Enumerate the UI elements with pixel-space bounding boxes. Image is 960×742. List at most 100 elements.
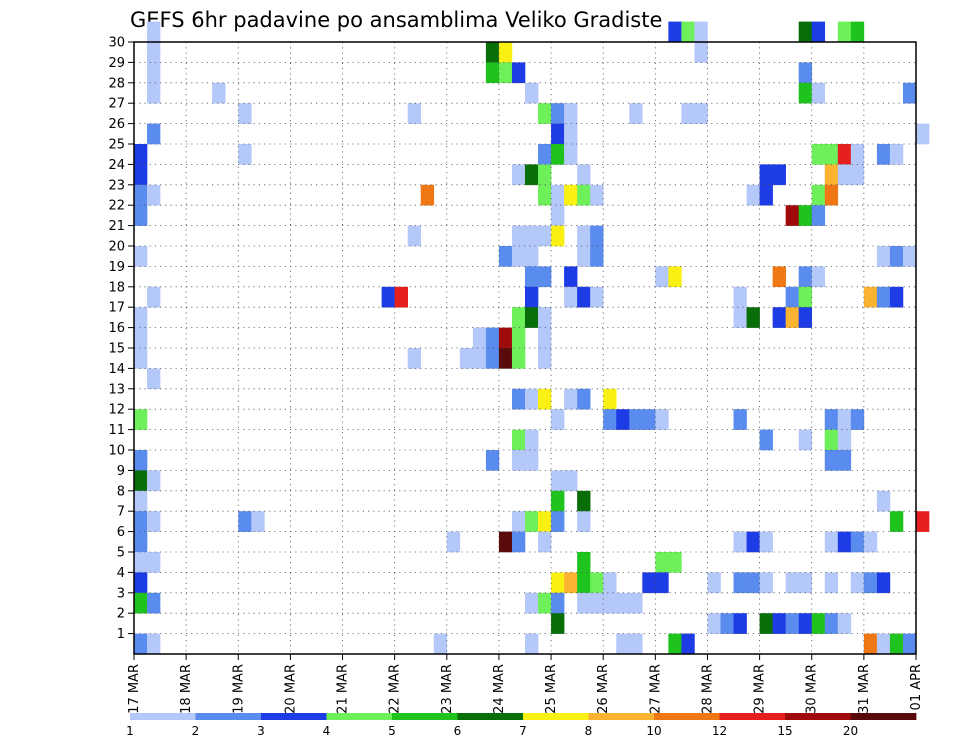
heatmap-cell	[538, 307, 552, 328]
heatmap-cell	[525, 82, 539, 104]
heatmap-cell	[824, 184, 839, 206]
heatmap-cell	[681, 103, 695, 124]
heatmap-cell	[889, 286, 904, 308]
heatmap-cell	[511, 511, 526, 532]
heatmap-cell	[681, 21, 695, 43]
heatmap-cell	[538, 388, 552, 410]
heatmap-cell	[538, 348, 552, 369]
heatmap-cell	[511, 531, 526, 553]
y-tick-label: 26	[108, 117, 125, 132]
heatmap-cell	[577, 511, 591, 532]
heatmap-cell	[551, 144, 565, 165]
heatmap-cell	[863, 572, 878, 594]
heatmap-cell	[472, 327, 487, 349]
heatmap-cell	[394, 286, 408, 308]
y-tick-label: 19	[108, 260, 125, 275]
heatmap-cell	[472, 348, 487, 369]
heatmap-cell	[538, 225, 552, 247]
heatmap-cell	[238, 144, 252, 165]
heatmap-cell	[147, 123, 161, 145]
heatmap-cell	[577, 592, 591, 614]
heatmap-cell	[590, 246, 604, 267]
heatmap-cell	[212, 82, 226, 104]
x-tick-label: 20 MAR	[283, 664, 298, 714]
heatmap-cell	[746, 572, 760, 594]
heatmap-cell	[511, 388, 526, 410]
heatmap-cell	[772, 613, 786, 634]
heatmap-cell	[251, 511, 265, 532]
heatmap-cell	[655, 409, 669, 430]
heatmap-cell	[876, 246, 891, 267]
heatmap-cell	[902, 246, 917, 267]
legend-swatch	[261, 713, 327, 720]
heatmap-cell	[577, 388, 591, 410]
heatmap-cell	[824, 613, 839, 634]
heatmap-cell	[577, 490, 591, 512]
y-tick-label: 14	[108, 362, 125, 377]
legend-label: 2	[192, 724, 200, 738]
heatmap-cell	[863, 531, 878, 553]
y-tick-label: 25	[108, 138, 125, 153]
heatmap-cell	[916, 123, 930, 145]
heatmap-cell	[564, 572, 578, 594]
x-tick-label: 21 MAR	[336, 664, 351, 714]
heatmap-cell	[147, 633, 161, 655]
heatmap-cell	[889, 246, 904, 267]
heatmap-cell	[498, 246, 513, 267]
heatmap-cell	[538, 103, 552, 124]
heatmap-cell	[420, 184, 435, 206]
heatmap-cell	[485, 348, 500, 369]
heatmap-cell	[629, 633, 643, 655]
heatmap-cell	[511, 450, 526, 471]
heatmap-cell	[577, 572, 591, 594]
heatmap-cell	[525, 246, 539, 267]
heatmap-cell	[498, 327, 513, 349]
legend-swatch	[195, 713, 262, 720]
heatmap-cell	[590, 184, 604, 206]
heatmap-cell	[811, 82, 826, 104]
y-tick-label: 17	[108, 301, 125, 316]
x-tick-label: 01 APR	[909, 664, 924, 710]
color-legend: 1 2 3 4 5 6 7 8 10 12 15 20	[126, 713, 917, 738]
heatmap-cell	[134, 246, 148, 267]
heatmap-cell	[134, 348, 148, 369]
x-tick-label: 29 MAR	[753, 664, 768, 714]
heatmap-cell	[876, 286, 891, 308]
y-tick-label: 20	[108, 240, 125, 255]
gridlines	[134, 42, 916, 654]
heatmap-cell	[798, 62, 813, 84]
heatmap-cell	[824, 450, 839, 471]
heatmap-cell	[668, 633, 682, 655]
y-tick-label: 18	[108, 280, 125, 295]
heatmap-cell	[863, 633, 878, 655]
heatmap-cell	[746, 184, 760, 206]
heatmap-cell	[147, 470, 161, 492]
heatmap-cell	[407, 348, 422, 369]
heatmap-cell	[785, 205, 799, 226]
heatmap-cell	[694, 42, 708, 63]
heatmap-cell	[147, 368, 161, 390]
y-tick-label: 1	[117, 627, 125, 642]
heatmap-cell	[525, 164, 539, 186]
heatmap-cell	[837, 613, 852, 634]
heatmap-cell	[551, 470, 565, 492]
heatmap-cell	[485, 62, 500, 84]
heatmap-cell	[889, 144, 904, 165]
heatmap-cell	[511, 348, 526, 369]
y-tick-label: 10	[108, 444, 125, 459]
heatmap-cell	[798, 266, 813, 288]
heatmap-cell	[577, 225, 591, 247]
heatmap-cell	[746, 531, 760, 553]
heatmap-cell	[525, 388, 539, 410]
heatmap-cell	[498, 348, 513, 369]
y-tick-label: 4	[117, 566, 125, 581]
heatmap-cell	[850, 572, 865, 594]
legend-label: 15	[777, 724, 792, 738]
heatmap-cell	[681, 633, 695, 655]
heatmap-cell	[707, 613, 721, 634]
heatmap-cell	[538, 327, 552, 349]
heatmap-cell	[629, 592, 643, 614]
heatmap-cell	[850, 531, 865, 553]
heatmap-cell	[785, 307, 799, 328]
heatmap-cell	[551, 490, 565, 512]
